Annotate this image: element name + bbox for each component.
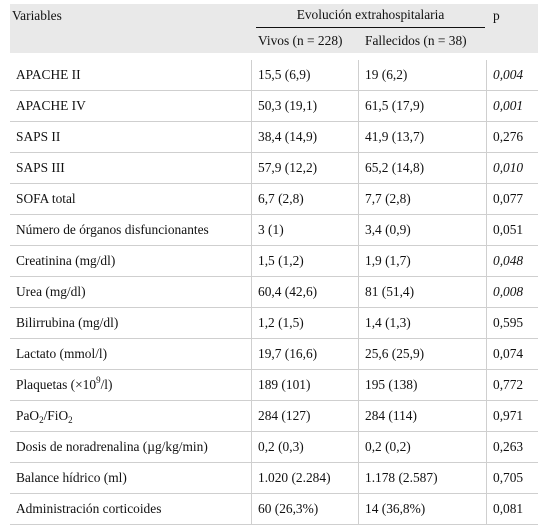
row-p-value: 0,705 <box>487 463 538 494</box>
row-dead-value: 1,9 (1,7) <box>359 246 487 277</box>
row-p-value: 0,004 <box>487 60 538 91</box>
row-label: Número de órganos disfuncionantes <box>10 215 252 246</box>
header-variables: Variables <box>10 4 252 53</box>
row-label: APACHE II <box>10 60 252 91</box>
header-dead: Fallecidos (n = 38) <box>359 28 487 53</box>
row-p-value: 0,263 <box>487 432 538 463</box>
row-alive-value: 19,7 (16,6) <box>252 339 359 370</box>
table-row: Creatinina (mg/dl) 1,5 (1,2) 1,9 (1,7) 0,04… <box>10 246 538 277</box>
results-table-container: Variables Evolución extrahospitalaria p … <box>10 4 538 525</box>
row-label-part: 2 <box>68 415 73 425</box>
row-alive-value: 3 (1) <box>252 215 359 246</box>
row-label-part: /l) <box>100 377 113 392</box>
table-row: SOFA total 6,7 (2,8) 7,7 (2,8) 0,077 <box>10 184 538 215</box>
table-body: APACHE II 15,5 (6,9) 19 (6,2) 0,004 APACHE I… <box>10 60 538 525</box>
table-row: Urea (mg/dl) 60,4 (42,6) 81 (51,4) 0,008 <box>10 277 538 308</box>
table-row: Lactato (mmol/l) 19,7 (16,6) 25,6 (25,9) 0,… <box>10 339 538 370</box>
results-table: Variables Evolución extrahospitalaria p … <box>10 4 538 525</box>
row-alive-value: 38,4 (14,9) <box>252 122 359 153</box>
row-label: PaO2/FiO2 <box>10 401 252 432</box>
row-dead-value: 3,4 (0,9) <box>359 215 487 246</box>
row-dead-value: 14 (36,8%) <box>359 494 487 525</box>
row-dead-value: 19 (6,2) <box>359 60 487 91</box>
header-p: p <box>487 4 538 53</box>
row-label: Bilirrubina (mg/dl) <box>10 308 252 339</box>
row-label-part: 9 <box>96 375 101 385</box>
row-p-value: 0,048 <box>487 246 538 277</box>
row-p-value: 0,010 <box>487 153 538 184</box>
table-row: Dosis de noradrenalina (µg/kg/min) 0,2 (0… <box>10 432 538 463</box>
table-row: PaO2/FiO2 284 (127) 284 (114) 0,971 <box>10 401 538 432</box>
row-alive-value: 1,5 (1,2) <box>252 246 359 277</box>
row-alive-value: 57,9 (12,2) <box>252 153 359 184</box>
row-label: Balance hídrico (ml) <box>10 463 252 494</box>
row-dead-value: 0,2 (0,2) <box>359 432 487 463</box>
table-row: APACHE IV 50,3 (19,1) 61,5 (17,9) 0,001 <box>10 91 538 122</box>
row-label: SOFA total <box>10 184 252 215</box>
row-dead-value: 25,6 (25,9) <box>359 339 487 370</box>
row-alive-value: 284 (127) <box>252 401 359 432</box>
row-alive-value: 60,4 (42,6) <box>252 277 359 308</box>
table-row: SAPS III 57,9 (12,2) 65,2 (14,8) 0,010 <box>10 153 538 184</box>
table-row: Administración corticoides 60 (26,3%) 14 (… <box>10 494 538 525</box>
row-alive-value: 0,2 (0,3) <box>252 432 359 463</box>
row-dead-value: 7,7 (2,8) <box>359 184 487 215</box>
row-p-value: 0,595 <box>487 308 538 339</box>
row-p-value: 0,001 <box>487 91 538 122</box>
row-label: SAPS II <box>10 122 252 153</box>
row-alive-value: 1.020 (2.284) <box>252 463 359 494</box>
row-alive-value: 189 (101) <box>252 370 359 401</box>
row-alive-value: 6,7 (2,8) <box>252 184 359 215</box>
row-label: APACHE IV <box>10 91 252 122</box>
row-alive-value: 60 (26,3%) <box>252 494 359 525</box>
row-alive-value: 1,2 (1,5) <box>252 308 359 339</box>
header-group-cell: Evolución extrahospitalaria <box>252 4 487 28</box>
table-row: SAPS II 38,4 (14,9) 41,9 (13,7) 0,276 <box>10 122 538 153</box>
row-p-value: 0,074 <box>487 339 538 370</box>
row-dead-value: 195 (138) <box>359 370 487 401</box>
row-dead-value: 1,4 (1,3) <box>359 308 487 339</box>
header-group: Evolución extrahospitalaria <box>256 4 485 28</box>
header-alive: Vivos (n = 228) <box>252 28 359 53</box>
row-p-value: 0,276 <box>487 122 538 153</box>
table-row: Balance hídrico (ml) 1.020 (2.284) 1.178 (… <box>10 463 538 494</box>
table-row: Plaquetas (×109/l) 189 (101) 195 (138) 0,77… <box>10 370 538 401</box>
row-label: Creatinina (mg/dl) <box>10 246 252 277</box>
row-dead-value: 284 (114) <box>359 401 487 432</box>
row-label: Plaquetas (×109/l) <box>10 370 252 401</box>
row-label: Urea (mg/dl) <box>10 277 252 308</box>
header-spacer <box>10 53 538 60</box>
row-p-value: 0,008 <box>487 277 538 308</box>
row-label-part: /FiO <box>43 408 69 423</box>
row-dead-value: 1.178 (2.587) <box>359 463 487 494</box>
table-header: Variables Evolución extrahospitalaria p … <box>10 4 538 53</box>
row-p-value: 0,051 <box>487 215 538 246</box>
row-dead-value: 81 (51,4) <box>359 277 487 308</box>
row-dead-value: 61,5 (17,9) <box>359 91 487 122</box>
row-p-value: 0,081 <box>487 494 538 525</box>
table-row: Bilirrubina (mg/dl) 1,2 (1,5) 1,4 (1,3) 0,5… <box>10 308 538 339</box>
row-label: Lactato (mmol/l) <box>10 339 252 370</box>
table-row: APACHE II 15,5 (6,9) 19 (6,2) 0,004 <box>10 60 538 91</box>
row-label-part: PaO <box>16 408 40 423</box>
row-alive-value: 50,3 (19,1) <box>252 91 359 122</box>
row-label: Dosis de noradrenalina (µg/kg/min) <box>10 432 252 463</box>
row-label: SAPS III <box>10 153 252 184</box>
row-label-part: Plaquetas (×10 <box>16 377 97 392</box>
row-dead-value: 65,2 (14,8) <box>359 153 487 184</box>
row-p-value: 0,772 <box>487 370 538 401</box>
row-label-part: 2 <box>39 415 44 425</box>
row-label: Administración corticoides <box>10 494 252 525</box>
row-dead-value: 41,9 (13,7) <box>359 122 487 153</box>
row-p-value: 0,971 <box>487 401 538 432</box>
table-row: Número de órganos disfuncionantes 3 (1) 3,… <box>10 215 538 246</box>
row-p-value: 0,077 <box>487 184 538 215</box>
row-alive-value: 15,5 (6,9) <box>252 60 359 91</box>
